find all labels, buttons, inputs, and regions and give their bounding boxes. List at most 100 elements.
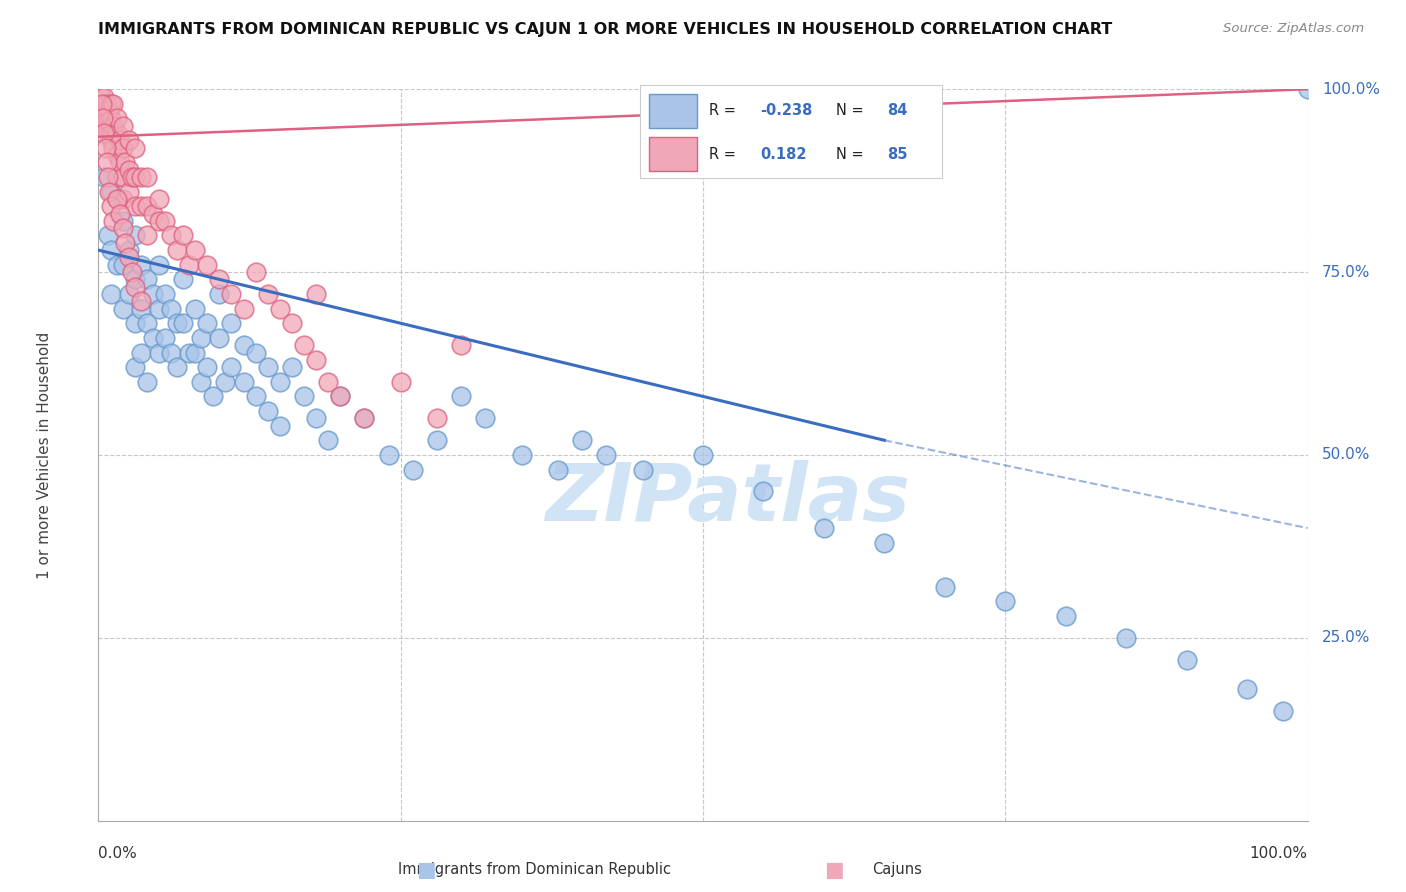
Point — [124, 316, 146, 330]
Point — [148, 214, 170, 228]
Point — [101, 141, 124, 155]
Point — [148, 345, 170, 359]
Point — [100, 126, 122, 140]
Point — [124, 360, 146, 375]
Point — [142, 287, 165, 301]
Point — [124, 169, 146, 184]
Point — [510, 448, 533, 462]
Point — [389, 375, 412, 389]
Point — [118, 185, 141, 199]
Point — [129, 345, 152, 359]
Text: N =: N = — [837, 103, 863, 119]
Point — [142, 331, 165, 345]
Text: ■: ■ — [416, 860, 436, 880]
Point — [118, 287, 141, 301]
Point — [153, 214, 176, 228]
Point — [474, 411, 496, 425]
Text: 1 or more Vehicles in Household: 1 or more Vehicles in Household — [37, 331, 52, 579]
Point — [105, 192, 128, 206]
Text: ZIPatlas: ZIPatlas — [544, 459, 910, 538]
Point — [129, 294, 152, 309]
Text: R =: R = — [709, 103, 737, 119]
Point — [124, 272, 146, 286]
Point — [166, 243, 188, 257]
Point — [129, 199, 152, 213]
Point — [148, 301, 170, 316]
Point — [221, 360, 243, 375]
Point — [124, 279, 146, 293]
Point — [124, 141, 146, 155]
Point — [105, 148, 128, 162]
Point — [232, 301, 254, 316]
Bar — [648, 95, 697, 128]
Point — [100, 199, 122, 213]
Point — [172, 272, 194, 286]
Point — [93, 112, 115, 126]
Point — [160, 345, 183, 359]
Point — [105, 169, 128, 184]
Point — [91, 96, 114, 111]
Point — [450, 338, 472, 352]
Text: 100.0%: 100.0% — [1250, 847, 1308, 862]
Point — [353, 411, 375, 425]
Point — [316, 434, 339, 448]
Point — [184, 301, 207, 316]
Point — [1296, 82, 1319, 96]
Text: Immigrants from Dominican Republic: Immigrants from Dominican Republic — [398, 863, 671, 877]
Text: 50.0%: 50.0% — [1322, 448, 1371, 462]
Point — [96, 96, 118, 111]
Point — [208, 331, 231, 345]
Point — [329, 389, 352, 403]
Point — [547, 462, 569, 476]
Point — [426, 411, 449, 425]
Point — [118, 251, 141, 265]
Point — [124, 228, 146, 243]
Point — [190, 375, 212, 389]
Point — [208, 272, 231, 286]
Point — [108, 133, 131, 147]
Point — [100, 96, 122, 111]
Text: Source: ZipAtlas.com: Source: ZipAtlas.com — [1223, 22, 1364, 36]
Point — [595, 448, 617, 462]
Point — [873, 535, 896, 549]
Point — [1115, 631, 1137, 645]
Point — [96, 155, 118, 169]
Point — [402, 462, 425, 476]
Point — [100, 287, 122, 301]
Point — [90, 89, 112, 103]
Point — [101, 119, 124, 133]
Point — [166, 316, 188, 330]
Text: 84: 84 — [887, 103, 908, 119]
Point — [377, 448, 399, 462]
Point — [190, 331, 212, 345]
Point — [221, 287, 243, 301]
Point — [177, 258, 201, 272]
Point — [202, 389, 225, 403]
Point — [100, 119, 122, 133]
Point — [752, 484, 775, 499]
Point — [184, 243, 207, 257]
Text: 85: 85 — [887, 146, 908, 161]
Text: R =: R = — [709, 146, 737, 161]
Point — [121, 265, 143, 279]
Point — [135, 375, 157, 389]
Point — [129, 301, 152, 316]
Point — [177, 345, 201, 359]
Point — [214, 375, 236, 389]
Point — [100, 112, 122, 126]
Point — [195, 258, 218, 272]
Point — [208, 287, 231, 301]
Point — [97, 126, 120, 140]
Point — [245, 389, 267, 403]
Point — [305, 352, 328, 367]
Point — [1175, 653, 1198, 667]
Point — [256, 360, 278, 375]
Point — [245, 345, 267, 359]
Point — [129, 258, 152, 272]
Point — [292, 338, 315, 352]
Point — [1054, 608, 1077, 623]
Point — [148, 258, 170, 272]
Point — [94, 104, 117, 119]
Point — [111, 169, 134, 184]
Point — [118, 162, 141, 177]
